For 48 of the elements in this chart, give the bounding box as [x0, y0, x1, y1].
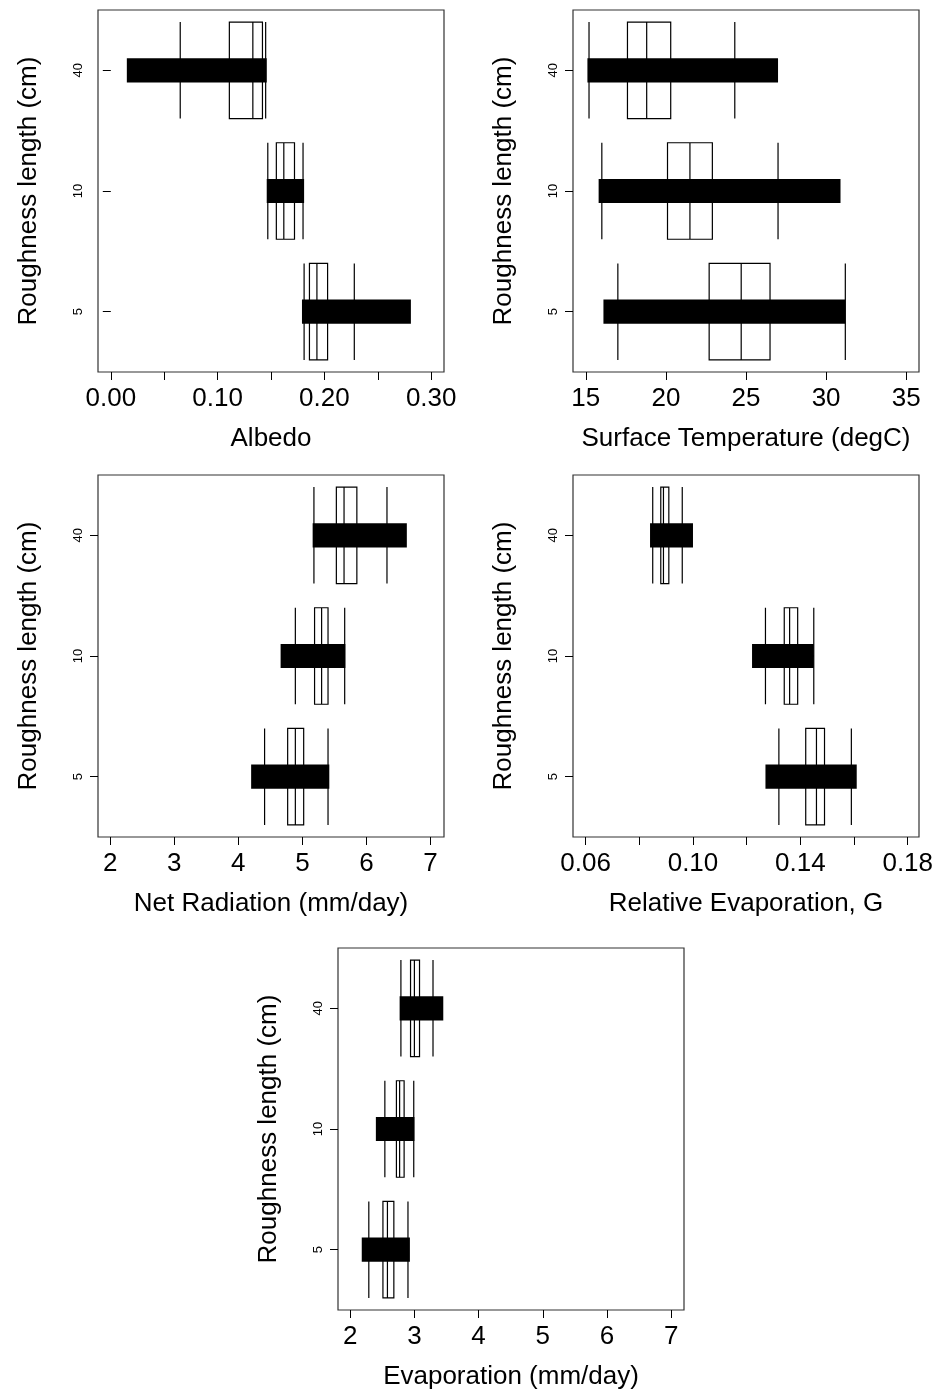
y-tick-label: 40	[70, 63, 85, 78]
x-tick-label: 3	[407, 1320, 422, 1350]
x-tick-label: 0.20	[299, 382, 350, 412]
y-tick-label: 10	[545, 183, 560, 199]
y-tick-label: 5	[545, 308, 560, 316]
y-tick-label: 5	[310, 1246, 325, 1254]
y-axis-title: Roughness length (cm)	[487, 521, 517, 791]
x-tick-label: 0.06	[560, 847, 611, 877]
y-tick-label: 40	[545, 63, 560, 78]
x-tick-label: 25	[731, 382, 761, 412]
x-tick-label: 4	[471, 1320, 486, 1350]
x-tick-label: 7	[423, 847, 438, 877]
y-tick-label: 5	[70, 773, 85, 781]
y-tick-label: 40	[70, 528, 85, 543]
x-tick-label: 7	[663, 1320, 679, 1350]
x-tick-label: 2	[342, 1320, 358, 1350]
x-tick-label: 30	[811, 382, 841, 412]
y-tick-label: 10	[310, 1121, 325, 1137]
x-tick-label: 20	[651, 382, 681, 412]
x-tick-label: 2	[102, 847, 118, 877]
y-axis-title: Roughness length (cm)	[487, 56, 517, 326]
x-tick-label: 0.14	[775, 847, 826, 877]
y-tick-label: 10	[70, 183, 85, 199]
y-axis-title: Roughness length (cm)	[12, 56, 42, 326]
x-axis-title: Evaporation (mm/day)	[383, 1360, 639, 1390]
x-axis-title: Albedo	[230, 422, 312, 452]
y-axis-title: Roughness length (cm)	[12, 521, 42, 791]
y-tick-label: 5	[70, 308, 85, 316]
y-tick-label: 40	[545, 528, 560, 543]
x-axis-title: Relative Evaporation, G	[608, 887, 884, 917]
x-tick-label: 6	[359, 847, 374, 877]
x-axis-title: Net Radiation (mm/day)	[133, 887, 409, 917]
x-tick-label: 4	[231, 847, 246, 877]
x-tick-label: 0.10	[192, 382, 243, 412]
x-tick-label: 6	[599, 1320, 615, 1350]
x-tick-label: 15	[571, 382, 601, 412]
y-axis-title: Roughness length (cm)	[252, 994, 282, 1264]
y-tick-label: 10	[545, 648, 560, 664]
x-tick-label: 0.10	[667, 847, 719, 877]
y-tick-label: 40	[310, 1001, 325, 1016]
y-tick-label: 10	[70, 648, 85, 664]
x-tick-label: 3	[167, 847, 182, 877]
y-tick-label: 5	[545, 773, 560, 781]
x-tick-label: 0.00	[85, 382, 137, 412]
x-tick-label: 0.18	[882, 847, 934, 877]
x-axis-title: Surface Temperature (degC)	[581, 422, 911, 452]
x-tick-label: 35	[891, 382, 921, 412]
x-tick-label: 0.30	[405, 382, 457, 412]
